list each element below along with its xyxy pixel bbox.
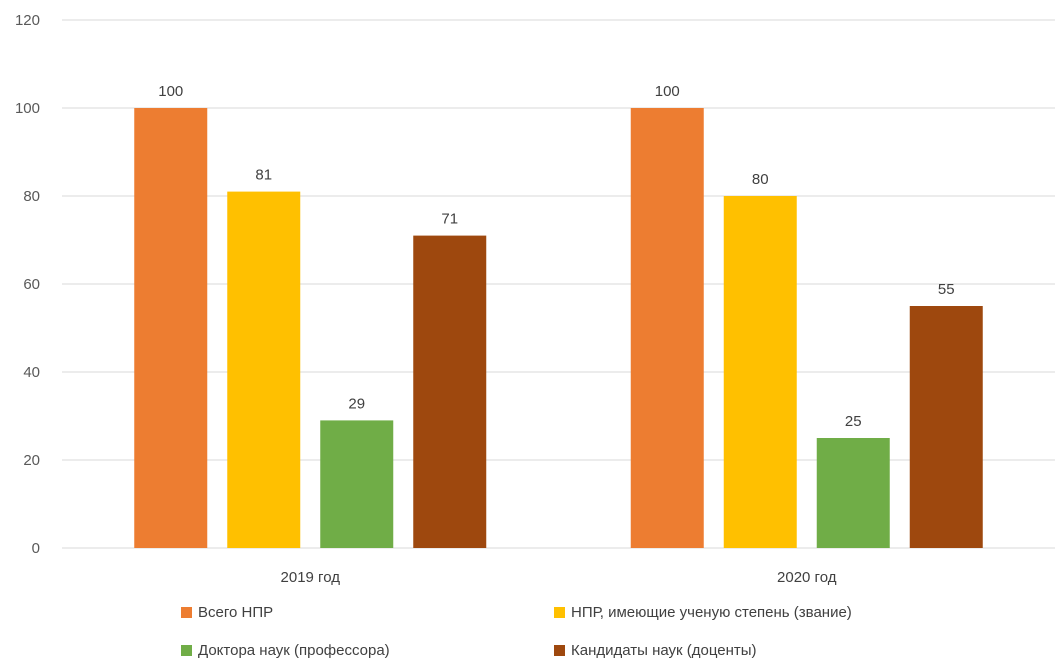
data-label: 55 [938,281,955,298]
y-tick-label: 80 [23,188,40,205]
bar [723,196,797,548]
bars [134,108,983,548]
data-label: 80 [752,171,769,188]
bar [630,108,704,548]
bar [909,306,983,548]
data-label: 71 [441,211,458,228]
data-label: 100 [655,83,680,100]
data-labels: 100 81 29 71 100 80 25 55 [158,83,954,430]
y-tick-label: 60 [23,276,40,293]
x-category-label: 2020 год [777,569,837,586]
bar [413,235,487,548]
y-tick-label: 120 [15,12,40,29]
y-tick-label: 40 [23,364,40,381]
data-label: 100 [158,83,183,100]
y-axis-tick-labels: 0 20 40 60 80 100 120 [15,12,40,557]
bar [320,420,394,548]
data-label: 81 [255,167,272,184]
gridlines [62,19,1055,549]
category-labels: 2019 год 2020 год [281,569,837,586]
data-label: 25 [845,413,862,430]
bar [816,438,890,548]
y-tick-label: 0 [32,540,40,557]
bar [134,108,208,548]
y-tick-label: 100 [15,100,40,117]
y-tick-label: 20 [23,452,40,469]
bar [227,191,301,548]
data-label: 29 [348,395,365,412]
x-category-label: 2019 год [281,569,341,586]
